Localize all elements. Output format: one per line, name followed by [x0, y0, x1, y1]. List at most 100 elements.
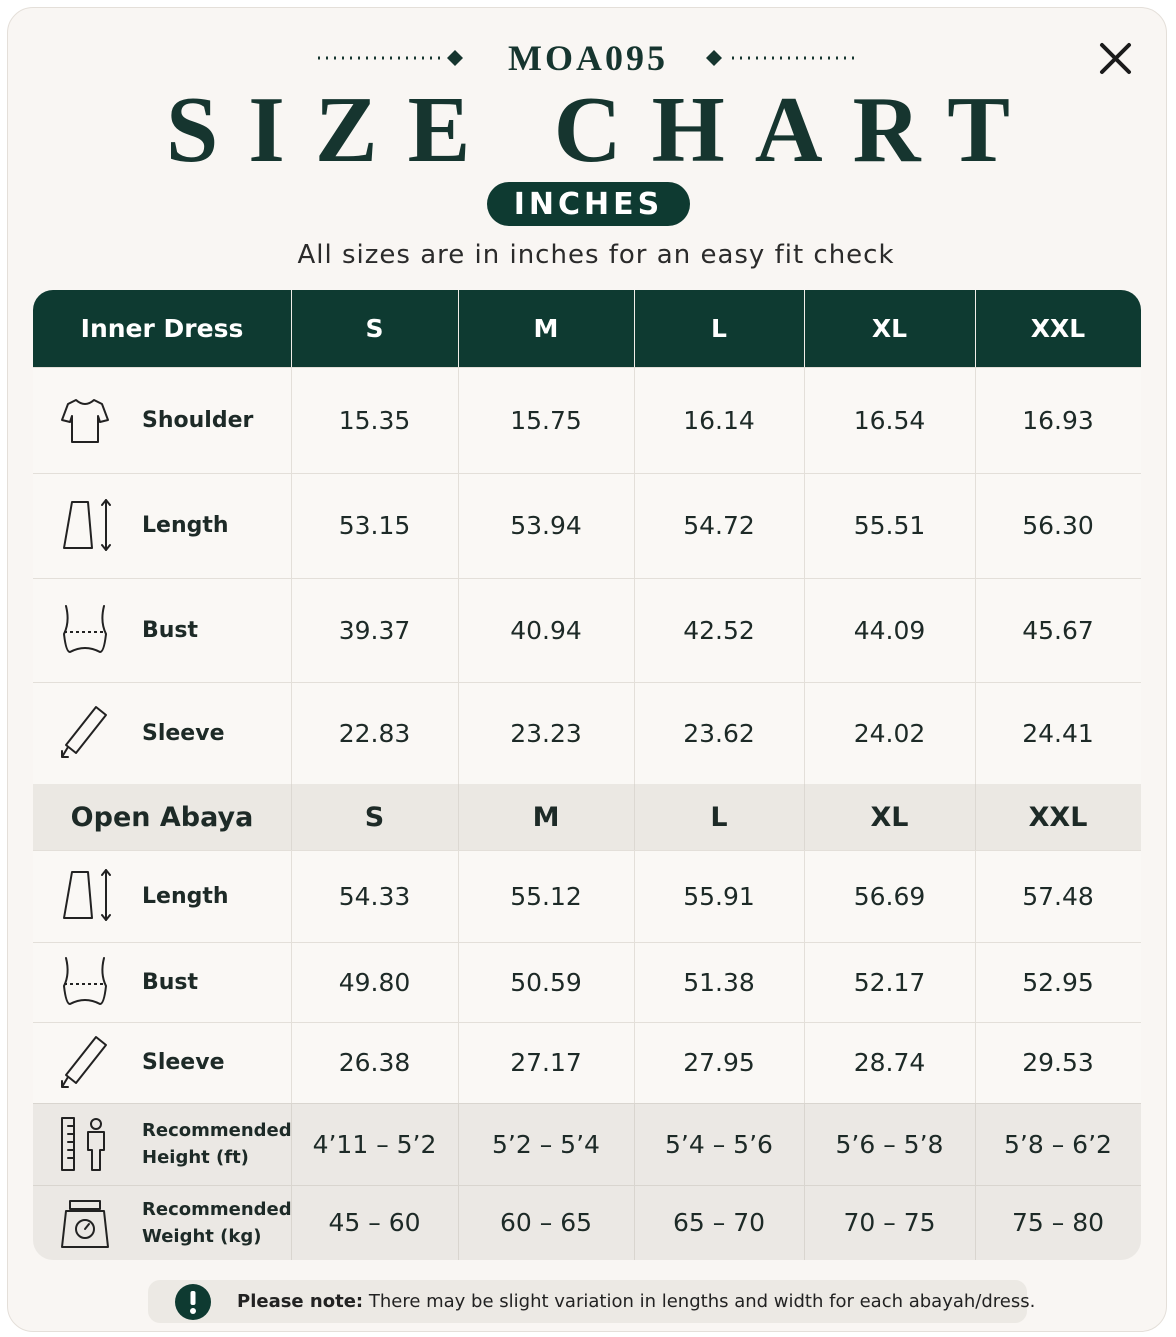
measure-value: 27.95	[683, 1048, 755, 1077]
column-divider	[458, 942, 459, 1022]
column-divider	[458, 1022, 459, 1103]
measure-icon	[61, 1035, 107, 1088]
note: Please note: There may be slight variati…	[237, 1280, 1035, 1323]
note-icon	[175, 1284, 211, 1320]
column-divider	[634, 473, 635, 578]
product-code: MOA095	[508, 38, 668, 78]
measure-value: 57.48	[1022, 881, 1094, 911]
measure-label: Length	[142, 513, 229, 538]
size-header: M	[532, 801, 560, 833]
measure-value: 55.12	[510, 881, 582, 911]
column-divider	[634, 784, 635, 850]
row-divider	[33, 473, 1141, 474]
recommendation-value: 5’6 – 5’8	[835, 1129, 944, 1159]
measure-value: 28.74	[853, 1048, 926, 1077]
column-divider	[458, 1185, 459, 1260]
measure-label: Bust	[142, 617, 199, 643]
column-divider	[804, 942, 805, 1022]
column-divider	[291, 367, 292, 473]
measure-value: 23.62	[683, 718, 755, 748]
size-header: L	[710, 801, 728, 833]
diamond	[706, 50, 722, 66]
measure-value: 24.41	[1022, 718, 1094, 748]
column-divider	[291, 784, 292, 850]
size-header: XXL	[1030, 314, 1086, 343]
recommendation-label: Recommended Weight (kg)	[142, 1185, 292, 1260]
label-line: Weight (kg)	[142, 1225, 262, 1247]
size-table: Inner Dress S M L XL XXL Shoulder 15.35 15.75 16.…	[33, 290, 1141, 1260]
column-divider	[634, 1022, 635, 1103]
measure-value: 52.17	[853, 967, 926, 997]
column-divider	[634, 367, 635, 473]
column-divider	[291, 578, 292, 682]
measure-value: 39.37	[338, 615, 411, 645]
column-divider	[458, 578, 459, 682]
recommendation-value: 75 – 80	[1011, 1208, 1105, 1237]
measure-value: 50.59	[510, 967, 582, 997]
close-button[interactable]	[1090, 34, 1140, 84]
column-divider	[804, 784, 805, 850]
note-label: Please note:	[237, 1291, 364, 1312]
measure-label: Length	[142, 883, 229, 909]
section-header-row	[33, 290, 1141, 367]
diamond	[447, 50, 463, 66]
recommendation-value: 60 – 65	[499, 1208, 593, 1237]
column-divider	[975, 850, 976, 942]
column-divider	[291, 942, 292, 1022]
column-divider	[458, 682, 459, 784]
measure-value: 29.53	[1022, 1048, 1094, 1077]
recommendation-value: 65 – 70	[672, 1208, 766, 1237]
recommendation-row	[33, 1185, 1141, 1260]
measure-value: 53.94	[510, 511, 582, 540]
recommendation-value: 5’2 – 5’4	[492, 1129, 600, 1159]
measure-value: 44.09	[853, 615, 926, 645]
recommendation-value: 45 – 60	[328, 1208, 421, 1237]
measure-value: 40.94	[510, 615, 582, 645]
measure-icon	[63, 869, 111, 921]
measure-icon	[61, 1199, 109, 1248]
measure-value: 56.69	[853, 881, 926, 911]
column-divider	[634, 1185, 635, 1260]
column-divider	[975, 942, 976, 1022]
row-divider	[33, 942, 1141, 943]
measure-value: 56.30	[1022, 511, 1094, 540]
measure-value: 23.23	[510, 718, 582, 748]
column-divider	[804, 682, 805, 784]
measure-icon	[63, 957, 107, 1005]
column-divider	[975, 578, 976, 682]
column-divider	[458, 784, 459, 850]
measure-label: Sleeve	[142, 1050, 225, 1075]
size-header: M	[533, 314, 559, 343]
unit-badge: INCHES	[487, 182, 690, 226]
size-header: L	[711, 314, 727, 343]
measure-value: 45.67	[1022, 615, 1094, 645]
measure-value: 51.38	[683, 967, 755, 997]
recommendation-label: Recommended Height (ft)	[142, 1103, 292, 1185]
measure-value: 26.38	[338, 1048, 411, 1077]
title: SIZE CHART	[166, 78, 1040, 182]
section-name: Inner Dress	[80, 314, 244, 343]
size-header: XXL	[1028, 801, 1088, 833]
measure-value: 55.91	[683, 881, 755, 911]
column-divider	[291, 850, 292, 942]
label-line: Recommended	[142, 1198, 292, 1220]
column-divider	[975, 473, 976, 578]
column-divider	[804, 1185, 805, 1260]
recommendation-value: 70 – 75	[843, 1208, 936, 1237]
size-header: XL	[871, 314, 908, 343]
column-divider	[291, 682, 292, 784]
column-divider	[458, 367, 459, 473]
column-divider	[458, 850, 459, 942]
column-divider	[804, 1022, 805, 1103]
row-divider	[33, 850, 1141, 851]
measure-value: 49.80	[338, 967, 411, 997]
measure-value: 27.17	[510, 1048, 582, 1077]
column-divider	[975, 682, 976, 784]
recommendation-value: 4’11 – 5’2	[312, 1129, 437, 1159]
row-divider	[33, 367, 1141, 368]
section-name: Open Abaya	[70, 801, 254, 833]
measure-icon	[61, 1117, 105, 1171]
column-divider	[634, 578, 635, 682]
recommendation-value: 5’4 – 5’6	[665, 1129, 773, 1159]
measure-icon	[63, 498, 111, 551]
